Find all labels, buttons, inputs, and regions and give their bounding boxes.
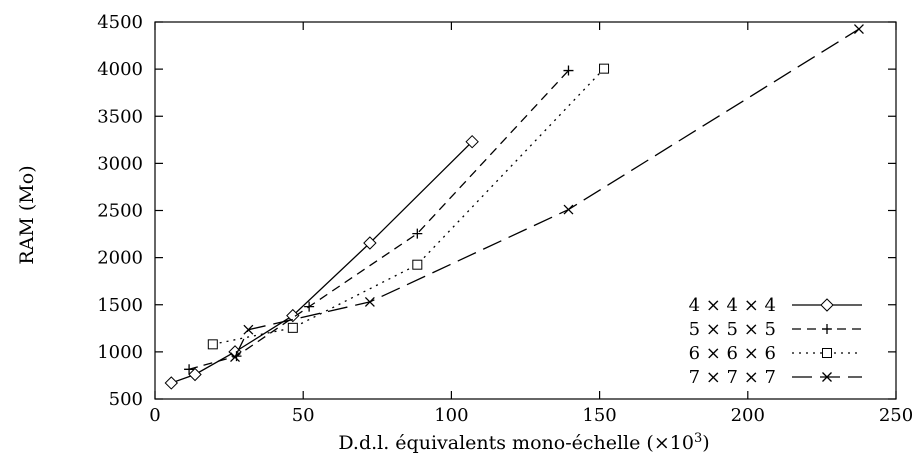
y-tick-label: 3500 [97, 106, 143, 127]
x-axis-label-main: D.d.l. équivalents mono-échelle (×10 [338, 432, 694, 454]
x-axis-label-sup: 3 [694, 431, 702, 446]
legend-marker [822, 372, 832, 382]
y-tick-label: 4500 [97, 12, 143, 33]
series-point [364, 296, 375, 307]
x-tick-label: 250 [879, 405, 913, 426]
series-point [363, 236, 377, 250]
series-line [212, 68, 605, 345]
y-axis-ticks: 500 1000 1500 2000 2500 3000 3500 4000 4500 [97, 12, 896, 410]
series-point [184, 364, 195, 375]
series-point [207, 339, 218, 350]
x-tick-label: 200 [731, 405, 765, 426]
legend-label: 5 × 5 × 5 [689, 319, 776, 340]
legend-marker [822, 348, 832, 358]
series-point [164, 376, 179, 390]
legend-item: 7 × 7 × 7 [689, 367, 862, 388]
series-4 [230, 24, 864, 363]
y-tick-label: 500 [109, 389, 143, 410]
x-tick-label: 0 [149, 405, 160, 426]
x-tick-label: 50 [292, 405, 315, 426]
series-point [563, 204, 574, 215]
x-axis-label: D.d.l. équivalents mono-échelle (×103) [338, 431, 709, 455]
legend-marker [822, 324, 832, 334]
y-tick-label: 1500 [97, 295, 143, 316]
y-tick-label: 2000 [97, 248, 143, 269]
plot-border [154, 21, 897, 400]
y-tick-label: 3000 [97, 153, 143, 174]
series-3 [207, 63, 610, 350]
legend-label: 4 × 4 × 4 [689, 295, 776, 316]
series-point [853, 24, 864, 35]
series-point [286, 308, 300, 323]
x-axis-ticks: 0 50 100 150 200 250 [149, 22, 913, 426]
series-point [230, 352, 240, 363]
series-point [304, 301, 315, 312]
series-group [164, 24, 864, 390]
series-line [188, 70, 569, 370]
series-point [412, 259, 423, 270]
series-point [287, 322, 298, 333]
y-tick-label: 2500 [97, 201, 143, 222]
legend-label: 7 × 7 × 7 [689, 367, 776, 388]
series-point [563, 65, 574, 76]
series-point [599, 63, 610, 74]
legend-marker [820, 298, 834, 312]
legend-item: 5 × 5 × 5 [689, 319, 862, 340]
series-2 [184, 65, 574, 375]
y-axis-label: RAM (Mo) [16, 165, 38, 264]
legend: 4 × 4 × 4 5 × 5 × 5 6 × 6 × 6 7 × 7 × 7 [689, 295, 862, 388]
plot-frame [154, 21, 897, 400]
series-point [188, 367, 202, 382]
y-tick-label: 1000 [97, 342, 143, 363]
legend-item: 4 × 4 × 4 [689, 295, 862, 316]
y-tick-label: 4000 [97, 59, 143, 80]
x-tick-label: 100 [434, 405, 468, 426]
legend-item: 6 × 6 × 6 [689, 343, 862, 364]
legend-label: 6 × 6 × 6 [689, 343, 776, 364]
series-1 [164, 134, 479, 390]
series-point [412, 228, 423, 239]
series-point [243, 324, 254, 335]
x-tick-label: 150 [582, 405, 616, 426]
series-point [465, 134, 479, 149]
x-axis-label-end: ) [702, 432, 709, 454]
